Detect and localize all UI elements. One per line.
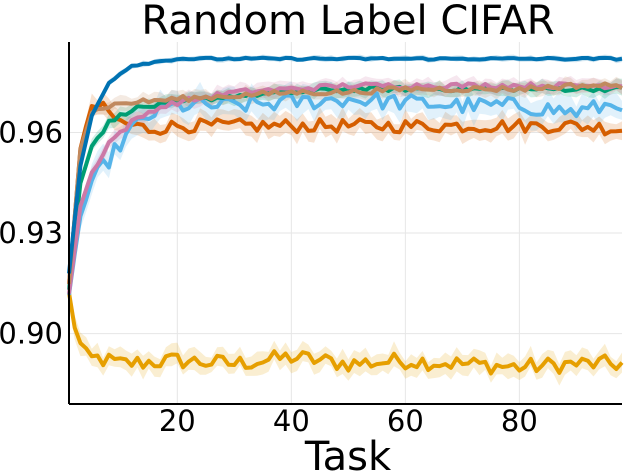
x-tick-label: 40	[273, 404, 310, 438]
y-tick-label: 0.90	[0, 317, 63, 351]
series-line-4	[67, 81, 623, 295]
tick-labels: 20 40 60 80 0.90 0.93 0.96	[0, 116, 538, 439]
series-band-2	[69, 81, 622, 307]
y-tick-label: 0.96	[0, 116, 63, 150]
series-line-6	[67, 55, 623, 274]
axes	[68, 42, 622, 405]
x-tick-label: 20	[159, 404, 196, 438]
series-band-0	[69, 281, 622, 386]
series-lines	[67, 55, 624, 376]
series-line-1	[67, 100, 623, 285]
series-band-5	[69, 76, 622, 292]
chart-title: Random Label CIFAR	[141, 0, 554, 44]
y-tick-label: 0.93	[0, 216, 63, 250]
series-line-0	[67, 292, 624, 376]
series-line-5	[67, 81, 623, 285]
x-axis-label: Task	[304, 434, 392, 474]
x-tick-label: 80	[501, 404, 538, 438]
x-tick-label: 60	[387, 404, 424, 438]
